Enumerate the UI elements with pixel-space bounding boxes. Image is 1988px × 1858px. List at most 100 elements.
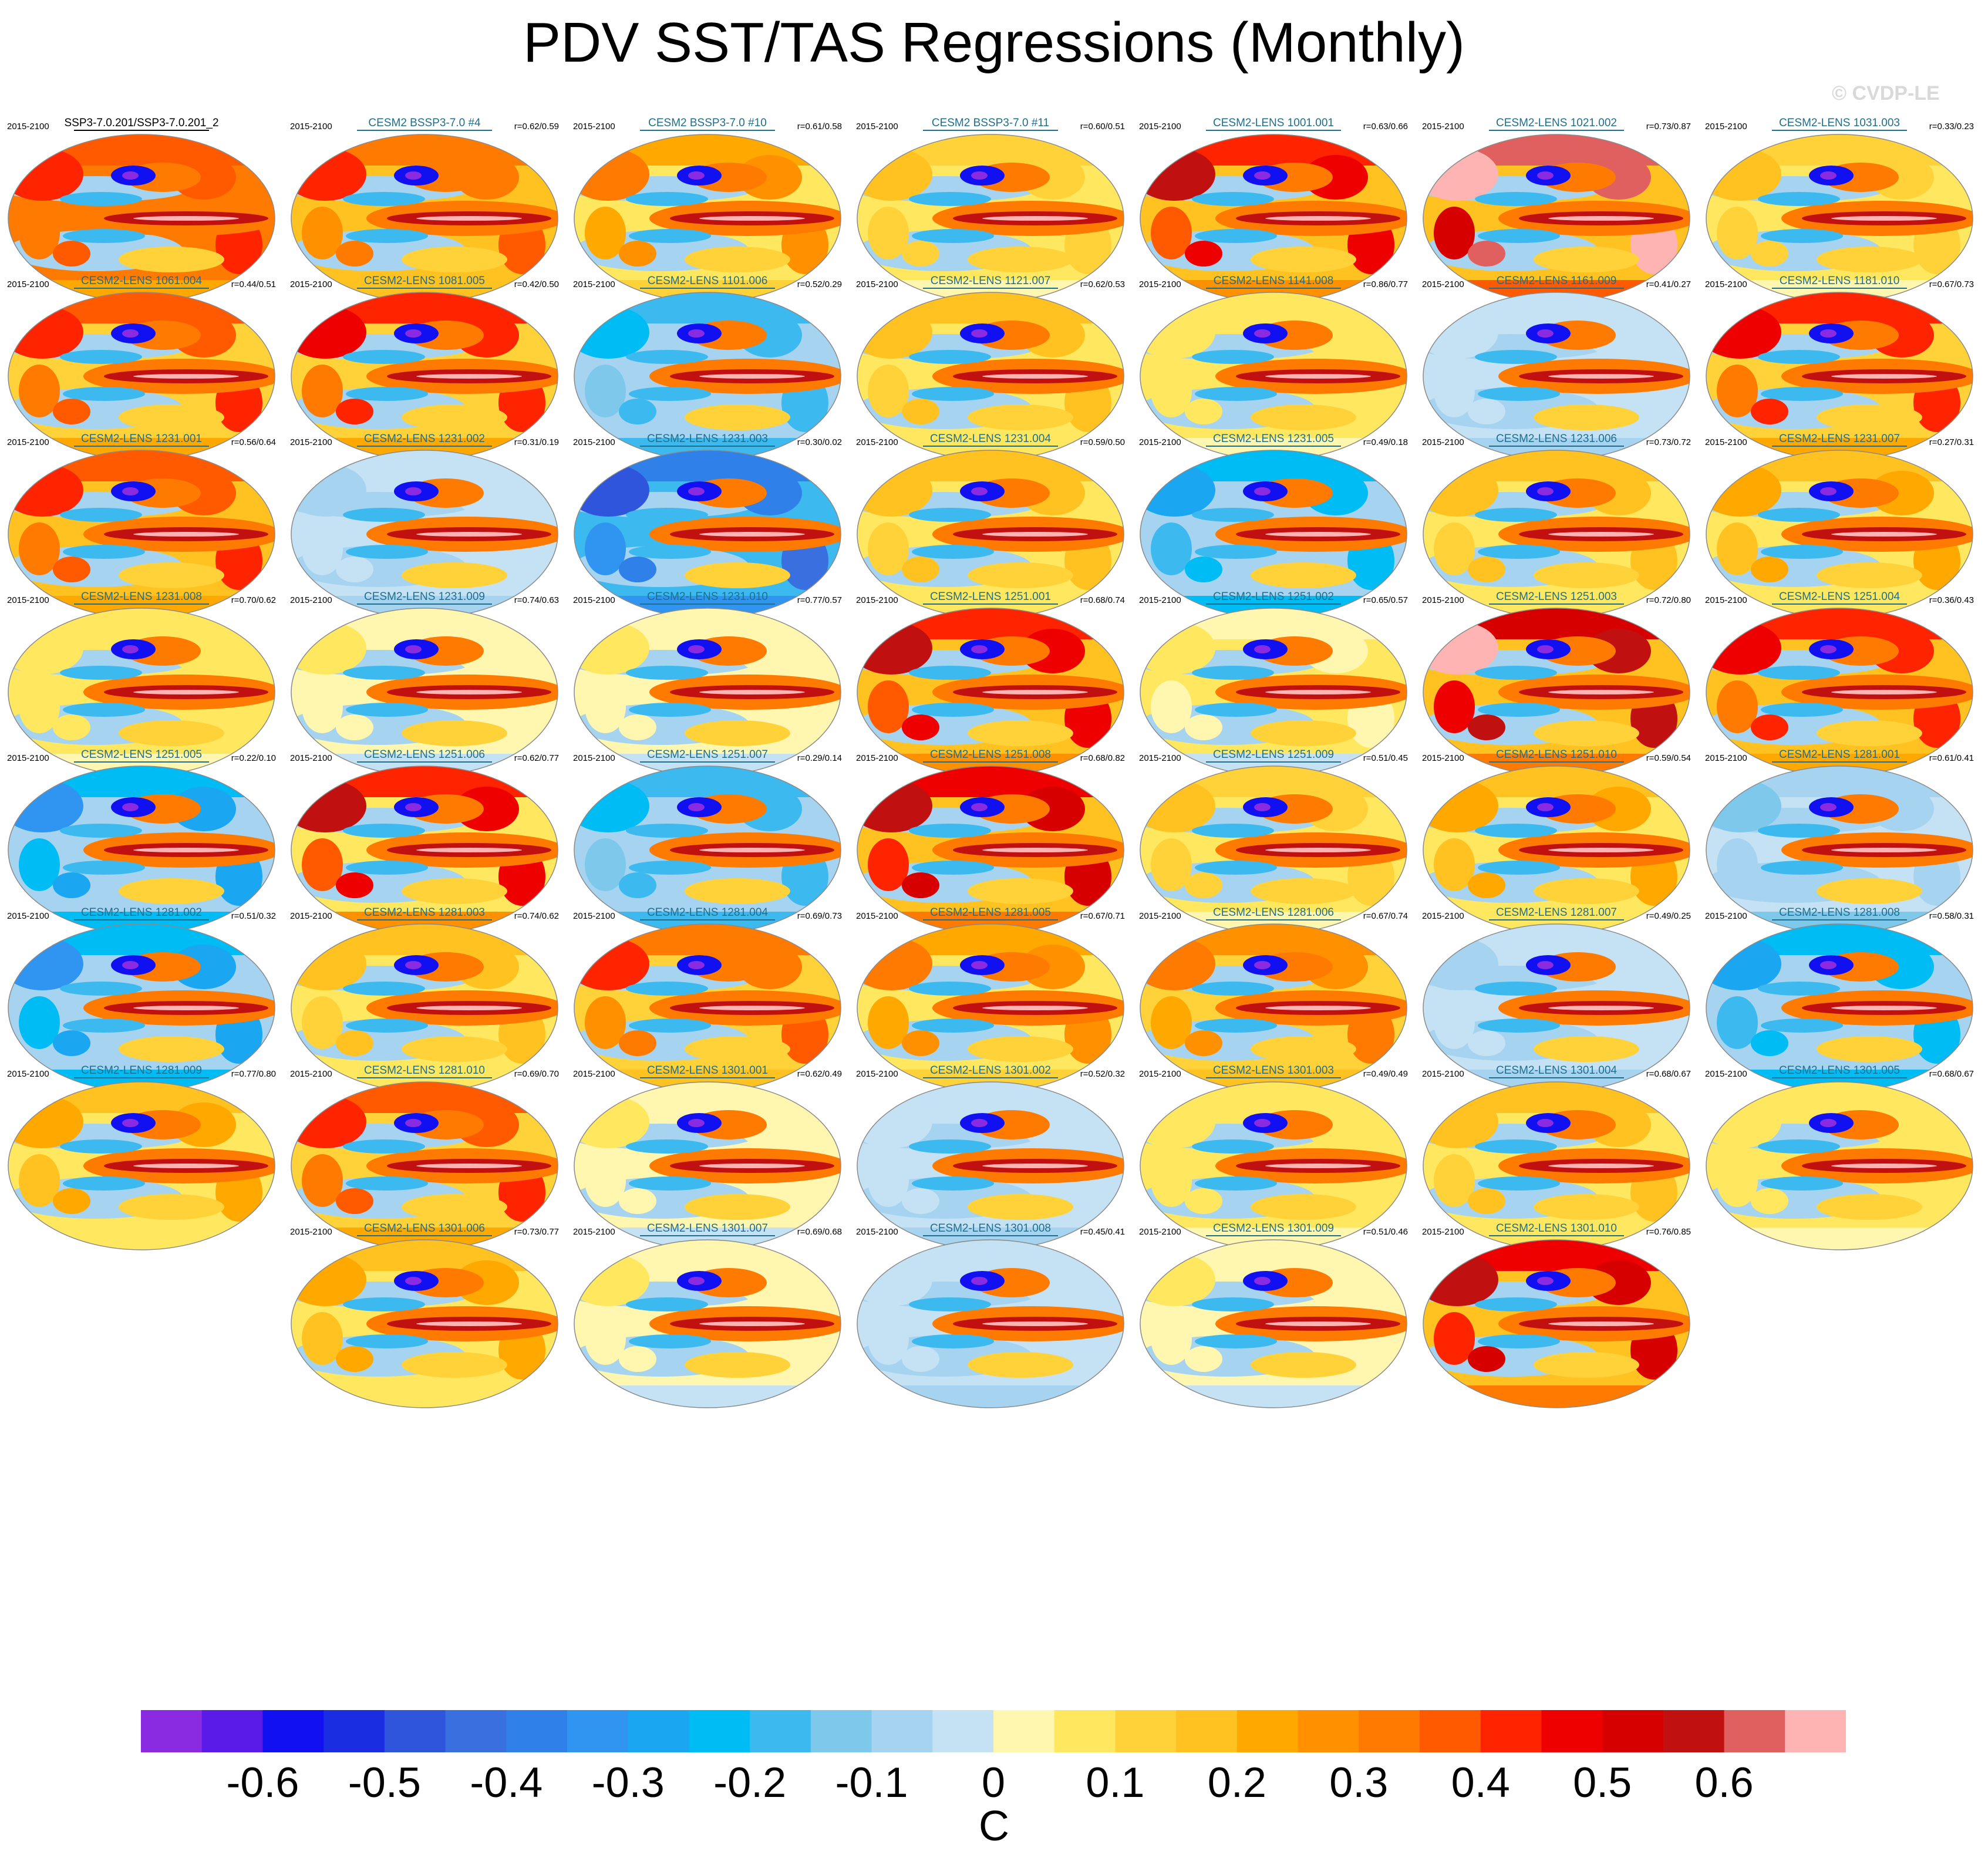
panel-pattern-correlation: r=0.86/0.77 — [1363, 279, 1408, 289]
map-panel: 2015-2100 CESM2-LENS 1231.005 r=0.49/0.18 — [1135, 433, 1411, 624]
map-panel: 2015-2100 CESM2-LENS 1031.003 r=0.33/0.23 — [1701, 117, 1977, 308]
panel-pattern-correlation: r=0.63/0.66 — [1363, 122, 1408, 131]
panel-period-label: 2015-2100 — [1705, 1069, 1747, 1079]
map-panel: 2015-2100 CESM2-LENS 1251.005 r=0.22/0.10 — [4, 748, 279, 940]
panel-title: CESM2-LENS 1251.003 — [1496, 591, 1617, 603]
panel-title: CESM2-LENS 1281.006 — [1213, 906, 1334, 919]
colorbar-swatch — [324, 1710, 385, 1752]
panel-period-label: 2015-2100 — [7, 595, 49, 605]
panel-title-underline — [1206, 446, 1341, 447]
colorbar-swatch — [1359, 1710, 1420, 1752]
map-panel: 2015-2100 CESM2-LENS 1301.005 r=0.68/0.67 — [1701, 1064, 1977, 1256]
panel-title: CESM2-LENS 1231.001 — [81, 433, 202, 445]
colorbar-swatch — [1480, 1710, 1542, 1752]
colorbar-tick-label: 0 — [981, 1759, 1006, 1806]
panel-title: CESM2-LENS 1141.008 — [1213, 275, 1334, 287]
panel-title-underline — [640, 761, 775, 763]
regression-map — [1423, 1081, 1690, 1250]
panel-pattern-correlation: r=0.77/0.57 — [797, 595, 842, 605]
colorbar-swatch — [1541, 1710, 1603, 1752]
regression-map — [1140, 766, 1407, 935]
panel-title: CESM2-LENS 1251.007 — [647, 748, 768, 761]
panel-title: CESM2-LENS 1161.009 — [1496, 275, 1617, 287]
regression-map — [574, 766, 841, 935]
panel-title: CESM2-LENS 1231.003 — [647, 433, 768, 445]
panel-title: CESM2-LENS 1301.010 — [1496, 1222, 1617, 1235]
panel-title-underline — [640, 919, 775, 920]
panel-title: CESM2-LENS 1281.005 — [930, 906, 1051, 919]
regression-map — [1140, 292, 1407, 461]
panel-title: CESM2-LENS 1081.005 — [364, 275, 485, 287]
panel-pattern-correlation: r=0.72/0.80 — [1646, 595, 1691, 605]
panel-period-label: 2015-2100 — [290, 122, 332, 131]
panel-period-label: 2015-2100 — [290, 753, 332, 763]
panel-title-underline — [640, 288, 775, 289]
panel-period-label: 2015-2100 — [7, 279, 49, 289]
panel-title: CESM2-LENS 1251.005 — [81, 748, 202, 761]
panel-title: CESM2-LENS 1301.009 — [1213, 1222, 1334, 1235]
panel-title: CESM2-LENS 1281.008 — [1779, 906, 1900, 919]
map-panel: 2015-2100 CESM2-LENS 1251.007 r=0.29/0.14 — [570, 748, 845, 940]
map-panel: 2015-2100 CESM2-LENS 1231.009 r=0.74/0.63 — [287, 591, 562, 782]
colorbar-swatch — [628, 1710, 690, 1752]
map-panel: 2015-2100 CESM2-LENS 1231.001 r=0.56/0.64 — [4, 433, 279, 624]
panel-pattern-correlation: r=0.68/0.74 — [1080, 595, 1125, 605]
panel-pattern-correlation: r=0.67/0.74 — [1363, 911, 1408, 921]
regression-map — [1706, 292, 1973, 461]
panel-title-underline — [640, 1235, 775, 1236]
panel-title: CESM2-LENS 1231.005 — [1213, 433, 1334, 445]
panel-title: CESM2-LENS 1251.009 — [1213, 748, 1334, 761]
regression-map — [574, 923, 841, 1092]
regression-map — [8, 923, 275, 1092]
map-panel: 2015-2100 CESM2-LENS 1231.010 r=0.77/0.57 — [570, 591, 845, 782]
panel-title: CESM2-LENS 1301.003 — [1213, 1064, 1334, 1077]
map-panel: 2015-2100 CESM2-LENS 1231.008 r=0.70/0.62 — [4, 591, 279, 782]
panel-pattern-correlation: r=0.58/0.31 — [1929, 911, 1974, 921]
panel-title-underline — [357, 130, 492, 131]
panel-period-label: 2015-2100 — [1705, 437, 1747, 447]
panel-title-underline — [923, 919, 1058, 920]
figure-title: PDV SST/TAS Regressions (Monthly) — [523, 11, 1465, 74]
panel-title: CESM2-LENS 1281.002 — [81, 906, 202, 919]
panel-title-underline — [1489, 919, 1624, 920]
panel-pattern-correlation: r=0.33/0.23 — [1929, 122, 1974, 131]
panel-title: CESM2-LENS 1281.004 — [647, 906, 768, 919]
panel-period-label: 2015-2100 — [573, 437, 615, 447]
panel-pattern-correlation: r=0.65/0.57 — [1363, 595, 1408, 605]
regression-map — [1706, 923, 1973, 1092]
panel-period-label: 2015-2100 — [1705, 279, 1747, 289]
map-panel: 2015-2100 CESM2-LENS 1231.003 r=0.30/0.02 — [570, 433, 845, 624]
regression-map — [291, 450, 558, 619]
panel-pattern-correlation: r=0.45/0.41 — [1080, 1227, 1125, 1237]
panel-title: CESM2-LENS 1061.004 — [81, 275, 202, 287]
panel-period-label: 2015-2100 — [856, 753, 898, 763]
regression-map — [574, 134, 841, 303]
panel-period-label: 2015-2100 — [573, 1227, 615, 1237]
panel-title: CESM2-LENS 1031.003 — [1779, 117, 1900, 129]
panel-title-underline — [74, 446, 209, 447]
regression-map — [857, 450, 1124, 619]
colorbar-tick-label: -0.3 — [591, 1759, 665, 1806]
panel-pattern-correlation: r=0.62/0.77 — [514, 753, 559, 763]
panel-pattern-correlation: r=0.60/0.51 — [1080, 122, 1125, 131]
panel-pattern-correlation: r=0.62/0.53 — [1080, 279, 1125, 289]
panel-title: CESM2-LENS 1301.005 — [1779, 1064, 1900, 1077]
panel-period-label: 2015-2100 — [290, 911, 332, 921]
panel-pattern-correlation: r=0.49/0.18 — [1363, 437, 1408, 447]
map-panel: 2015-2100 CESM2-LENS 1161.009 r=0.41/0.27 — [1418, 275, 1694, 466]
map-panel: 2015-2100 CESM2-LENS 1281.004 r=0.69/0.73 — [570, 906, 845, 1098]
panel-title-underline — [74, 761, 209, 763]
panel-title: CESM2-LENS 1281.010 — [364, 1064, 485, 1077]
panel-pattern-correlation: r=0.59/0.54 — [1646, 753, 1691, 763]
panel-pattern-correlation: r=0.36/0.43 — [1929, 595, 1974, 605]
map-panel: 2015-2100 CESM2-LENS 1231.007 r=0.27/0.31 — [1701, 433, 1977, 624]
panel-title: CESM2-LENS 1251.006 — [364, 748, 485, 761]
regression-map — [1140, 134, 1407, 303]
panel-title-underline — [1206, 603, 1341, 605]
map-panel: 2015-2100 CESM2-LENS 1301.004 r=0.68/0.67 — [1418, 1064, 1694, 1256]
map-panel: 2015-2100 CESM2-LENS 1081.005 r=0.42/0.50 — [287, 275, 562, 466]
panel-title-underline — [74, 919, 209, 920]
map-panel: 2015-2100 CESM2-LENS 1251.004 r=0.36/0.43 — [1701, 591, 1977, 782]
map-panel: 2015-2100 CESM2-LENS 1101.006 r=0.52/0.29 — [570, 275, 845, 466]
panel-title-underline — [923, 1235, 1058, 1236]
